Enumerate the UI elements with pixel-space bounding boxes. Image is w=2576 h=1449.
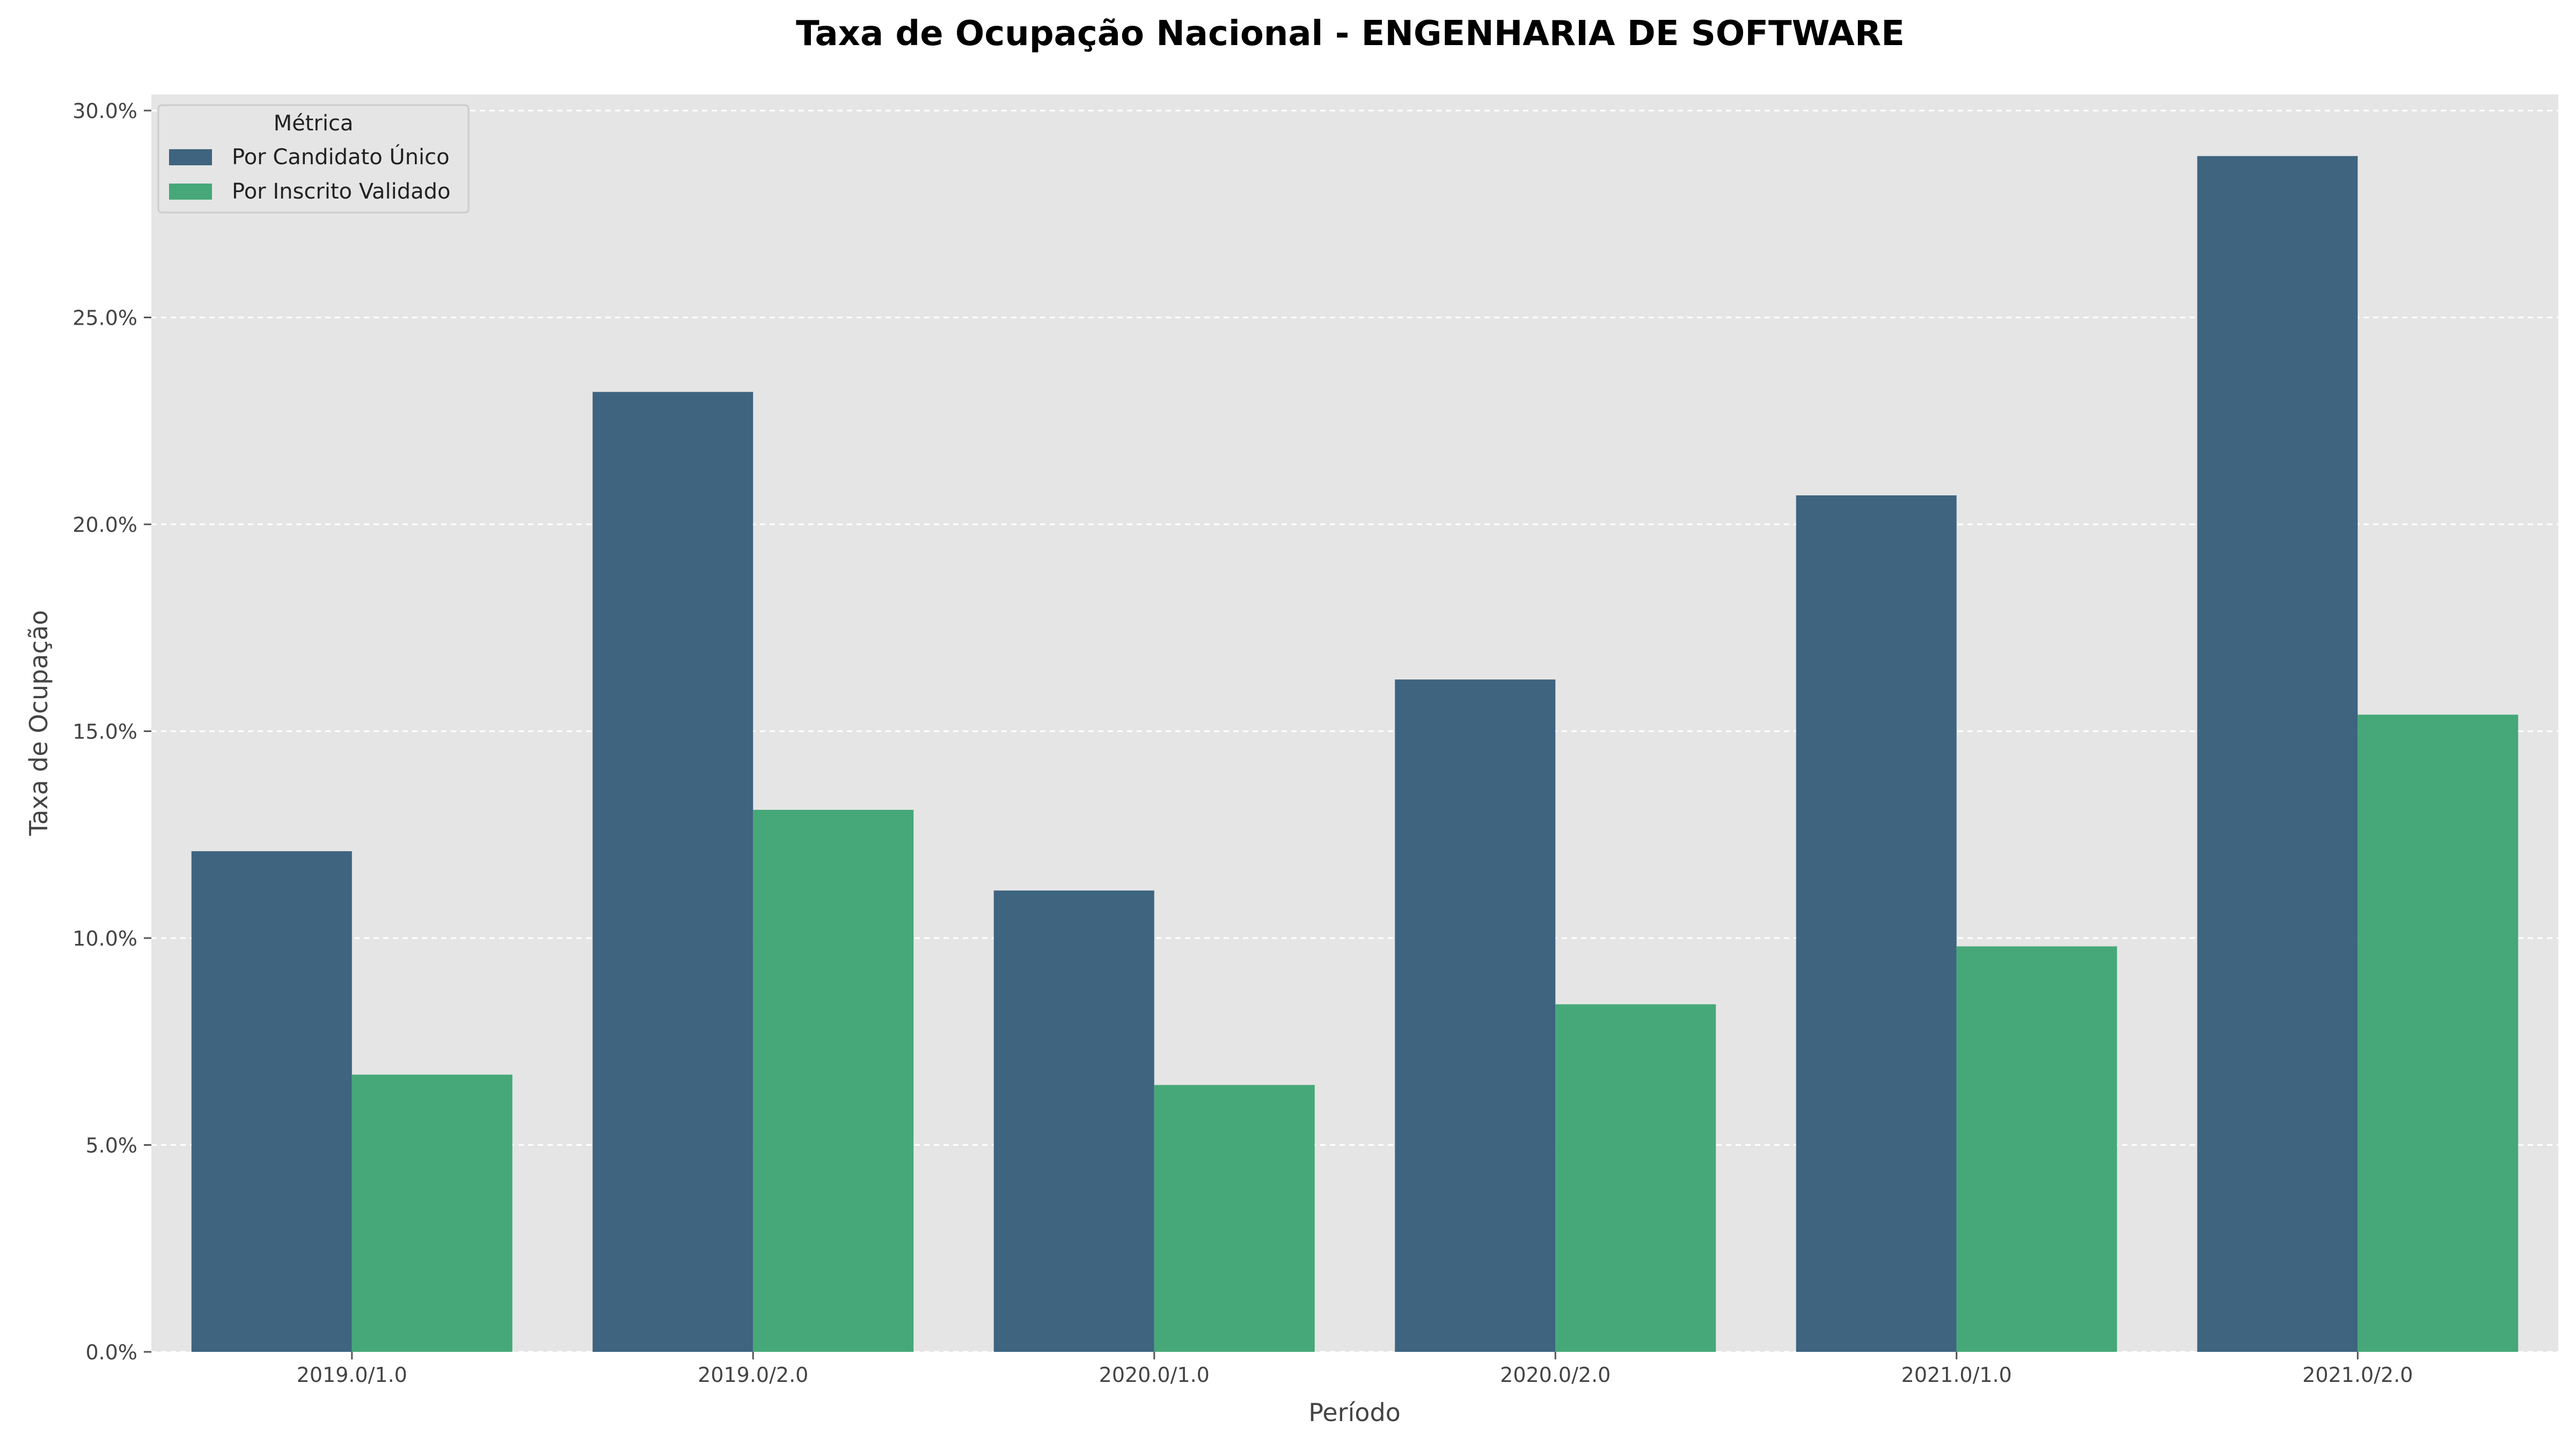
bar-inscrito-validado (2358, 714, 2519, 1352)
y-axis: 0.0% 5.0% 10.0% 15.0% 20.0% 25.0% 30.0% (72, 99, 151, 1364)
bar-inscrito-validado (352, 1074, 513, 1352)
x-tick-label: 2019.0/1.0 (297, 1363, 407, 1387)
y-tick-label: 10.0% (72, 927, 137, 950)
legend-label-series-2: Por Inscrito Validado (232, 179, 451, 204)
bar-candidato-unico (592, 392, 753, 1352)
x-tick-label: 2020.0/2.0 (1500, 1363, 1611, 1387)
bar-candidato-unico (191, 851, 352, 1352)
bars (191, 156, 2519, 1352)
bar-inscrito-validado (1154, 1085, 1315, 1352)
y-tick-label: 20.0% (72, 513, 137, 537)
y-tick-label: 5.0% (85, 1134, 137, 1158)
grid-lines (151, 109, 2558, 1353)
legend-title: Métrica (274, 111, 354, 136)
x-tick-label: 2019.0/2.0 (698, 1363, 808, 1387)
bar-candidato-unico (1796, 495, 1957, 1352)
legend: Métrica Por Candidato Único Por Inscrito… (157, 104, 470, 214)
bar-candidato-unico (2197, 156, 2358, 1352)
x-tick-label: 2021.0/1.0 (1901, 1363, 2012, 1387)
plot-area (151, 94, 2558, 1352)
x-axis-label: Período (1308, 1398, 1401, 1427)
y-tick-label: 0.0% (85, 1341, 137, 1364)
bar-candidato-unico (993, 890, 1154, 1352)
bar-inscrito-validado (1555, 1004, 1716, 1352)
x-axis: 2019.0/1.0 2019.0/2.0 2020.0/1.0 2020.0/2.0… (297, 1352, 2413, 1387)
y-axis-label: Taxa de Ocupação (24, 610, 53, 837)
legend-swatch-series-2 (169, 184, 212, 200)
x-tick-label: 2021.0/2.0 (2302, 1363, 2413, 1387)
bar-inscrito-validado (1956, 946, 2117, 1352)
bar-inscrito-validado (753, 809, 914, 1352)
y-tick-label: 25.0% (72, 306, 137, 330)
legend-box (157, 104, 470, 214)
chart-title: Taxa de Ocupação Nacional - ENGENHARIA D… (796, 14, 1905, 54)
legend-swatch-series-1 (169, 149, 212, 165)
legend-label-series-1: Por Candidato Único (232, 144, 450, 170)
bar-candidato-unico (1395, 679, 1556, 1352)
y-tick-label: 15.0% (72, 720, 137, 744)
x-tick-label: 2020.0/1.0 (1099, 1363, 1210, 1387)
y-tick-label: 30.0% (72, 99, 137, 123)
